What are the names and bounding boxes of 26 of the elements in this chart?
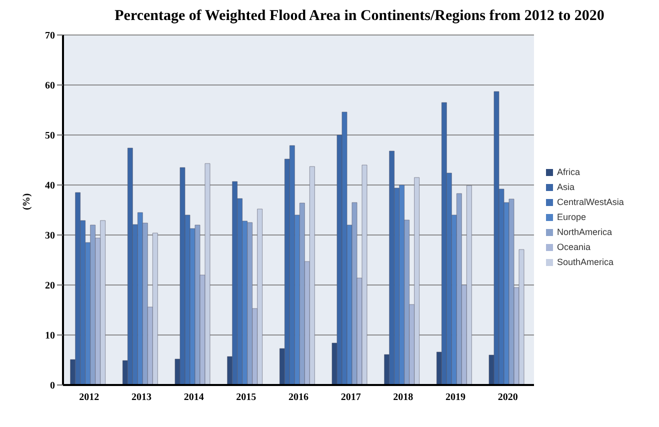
x-tick-label: 2018 (393, 392, 414, 404)
y-tick-label: 70 (45, 30, 55, 42)
x-tick-label: 2016 (288, 392, 308, 404)
x-tick-label: 2019 (446, 392, 466, 404)
y-tick-label: 50 (45, 130, 55, 142)
legend-label: NorthAmerica (557, 227, 612, 237)
legend-label: Oceania (557, 242, 591, 252)
x-tick-label: 2013 (132, 392, 152, 404)
x-tick-label: 2017 (340, 392, 361, 404)
legend-label: Africa (557, 167, 580, 177)
y-tick-label: 0 (50, 380, 55, 392)
y-tick-label: 10 (45, 330, 55, 342)
legend-label: Asia (557, 182, 575, 192)
y-tick-label: 20 (45, 280, 55, 292)
x-tick-label: 2014 (184, 392, 204, 404)
x-tick-label: 2015 (236, 392, 256, 404)
chart-title: Percentage of Weighted Flood Area in Continents/Regions from 2012 to 2020 (114, 8, 606, 25)
x-tick-label: 2020 (498, 392, 518, 404)
legend-label: CentralWestAsia (557, 197, 624, 207)
y-axis-title: (%) (22, 193, 33, 210)
legend-label: SouthAmerica (557, 257, 614, 267)
y-tick-label: 60 (45, 80, 55, 92)
legend-label: Europe (557, 212, 586, 222)
y-tick-label: 30 (45, 230, 55, 242)
x-tick-label: 2012 (79, 392, 100, 404)
y-tick-label: 40 (45, 180, 55, 192)
